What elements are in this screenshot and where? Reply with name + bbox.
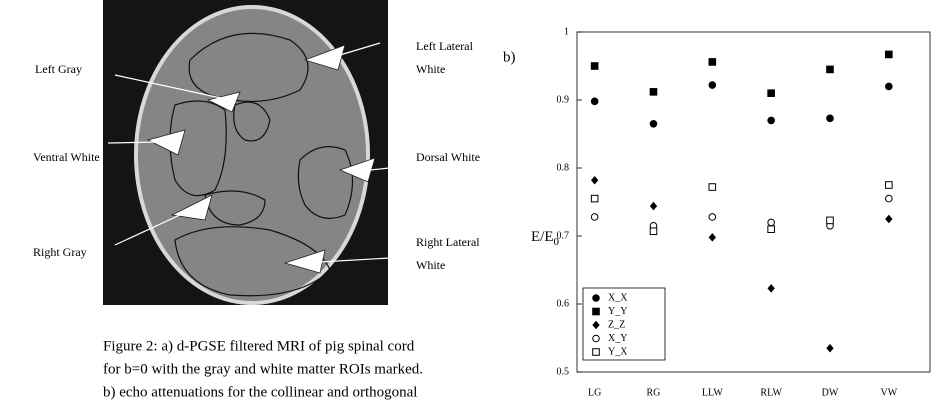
point bbox=[592, 334, 600, 343]
x-tick-label: RG bbox=[647, 387, 661, 398]
point bbox=[649, 201, 658, 211]
point bbox=[826, 65, 834, 74]
roi-label: Right Lateral bbox=[416, 235, 480, 249]
point bbox=[885, 214, 893, 224]
legend-label: Y_X bbox=[608, 346, 628, 357]
y-axis-label: E/E0 bbox=[531, 229, 560, 247]
roi-label: Dorsal White bbox=[416, 150, 480, 164]
point bbox=[885, 82, 893, 91]
point bbox=[767, 225, 775, 233]
roi-label: Right Gray bbox=[33, 245, 87, 259]
x-tick-label: DW bbox=[822, 387, 839, 398]
point bbox=[590, 97, 599, 106]
point bbox=[590, 213, 599, 221]
x-tick-label: LG bbox=[588, 387, 601, 398]
point bbox=[592, 320, 600, 330]
y-tick-label: 0.6 bbox=[557, 298, 570, 309]
point bbox=[708, 81, 717, 89]
point bbox=[708, 213, 717, 221]
point bbox=[826, 216, 834, 225]
panel-label: b) bbox=[503, 49, 516, 65]
point bbox=[649, 88, 658, 96]
roi-label: White bbox=[416, 258, 445, 272]
caption-line: for b=0 with the gray and white matter R… bbox=[103, 361, 423, 377]
legend-label: X_X bbox=[608, 292, 628, 303]
roi-label: Ventral White bbox=[33, 150, 100, 164]
mri-image bbox=[103, 0, 391, 305]
y-tick-label: 0.9 bbox=[557, 94, 570, 105]
point bbox=[649, 227, 658, 236]
point bbox=[590, 62, 599, 70]
point bbox=[590, 194, 599, 203]
point bbox=[708, 233, 716, 242]
y-tick-label: 0.7 bbox=[557, 230, 570, 241]
point bbox=[885, 181, 893, 189]
point bbox=[885, 50, 893, 59]
point bbox=[592, 307, 600, 316]
point bbox=[590, 175, 599, 185]
plot-frame bbox=[576, 31, 931, 373]
legend-label: Z_Z bbox=[608, 319, 625, 330]
point bbox=[592, 294, 600, 302]
point bbox=[708, 58, 717, 66]
point bbox=[826, 343, 834, 353]
x-tick-label: VW bbox=[880, 387, 897, 398]
x-tick-label: RLW bbox=[760, 387, 782, 398]
y-label-sub: 0 bbox=[554, 236, 560, 248]
point bbox=[767, 116, 775, 125]
y-label-main: E/E bbox=[531, 229, 554, 245]
caption-line: Figure 2: a) d-PGSE filtered MRI of pig … bbox=[103, 338, 415, 354]
roi-label: White bbox=[416, 62, 445, 76]
point bbox=[885, 194, 893, 203]
point bbox=[826, 114, 834, 123]
legend-label: X_Y bbox=[608, 333, 627, 344]
roi-label: Left Lateral bbox=[416, 39, 474, 53]
point bbox=[592, 348, 600, 356]
point bbox=[767, 89, 775, 98]
y-tick-label: 0.5 bbox=[557, 366, 570, 377]
point bbox=[708, 183, 717, 191]
point bbox=[649, 120, 658, 128]
roi-label: Left Gray bbox=[35, 62, 82, 76]
legend-label: Y_Y bbox=[608, 306, 627, 317]
point bbox=[767, 218, 775, 227]
x-tick-label: LLW bbox=[702, 387, 723, 398]
point bbox=[767, 284, 775, 293]
caption-line: b) echo attenuations for the collinear a… bbox=[103, 384, 417, 400]
y-tick-label: 0.8 bbox=[557, 162, 570, 173]
y-tick-label: 1 bbox=[564, 26, 569, 37]
